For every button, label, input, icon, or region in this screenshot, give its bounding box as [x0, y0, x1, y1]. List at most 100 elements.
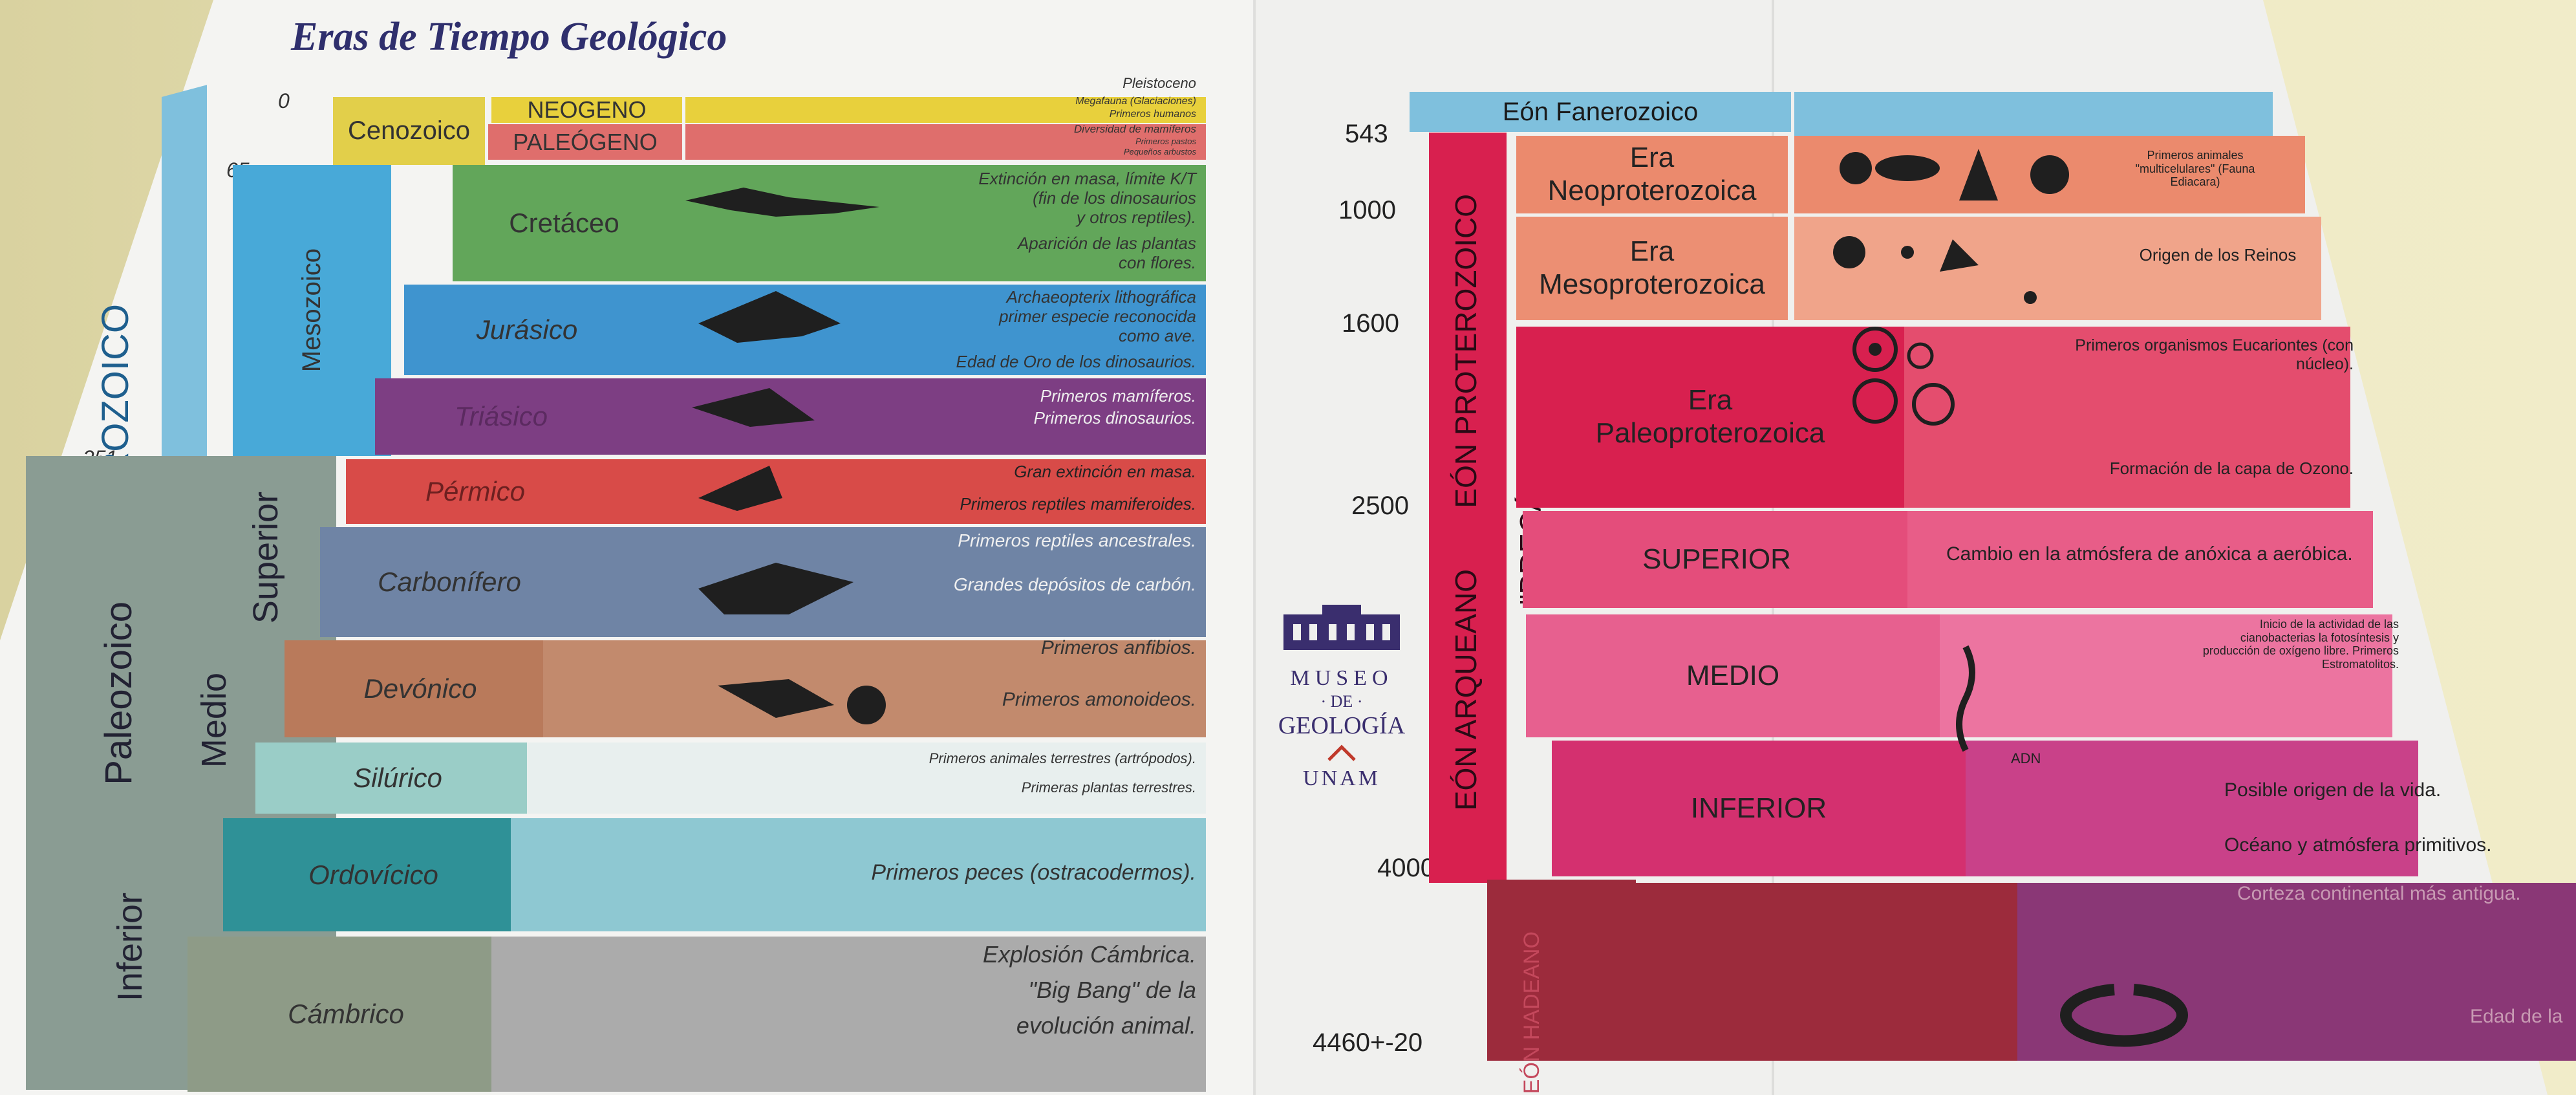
note-cambrico-1: Explosión Cámbrica.: [982, 941, 1196, 968]
notes-row-neogeno: [685, 97, 1206, 123]
period-ordovicico: Ordovícico: [223, 818, 524, 931]
period-silurico-label: Silúrico: [353, 763, 442, 793]
notes-row-paleogeno: [685, 124, 1206, 160]
era-arqueano-superior: SUPERIOR: [1523, 511, 1911, 608]
notes-row-triasico: [614, 378, 1206, 455]
era-arqueano-medio-label: MEDIO: [1686, 659, 1780, 691]
notes-row-mesoproterozoica: [1794, 217, 2321, 320]
era-paleozoico-label: Paleozoico: [98, 602, 140, 785]
note-triasico-2: Primeros dinosaurios.: [1033, 408, 1196, 428]
subdivision-superior: Superior: [246, 492, 285, 624]
note-pleistoceno: Pleistoceno: [1122, 75, 1196, 91]
note-cambrico-3: evolución animal.: [1016, 1012, 1196, 1039]
period-permico-label: Pérmico: [425, 476, 526, 506]
notes-row-cretaceo: [660, 165, 1206, 281]
right-scale-1600: 1600: [1342, 309, 1399, 338]
era-mesozoico: Mesozoico: [233, 165, 391, 456]
period-ordovicico-label: Ordovícico: [308, 859, 438, 890]
note-devonico-2: Primeros amonoideos.: [1002, 689, 1196, 710]
note-ordovicico-1: Primeros peces (ostracodermos).: [871, 860, 1196, 885]
note-paleoproterozoica-2: Formación de la capa de Ozono.: [2109, 459, 2354, 478]
note-cambrico-2: "Big Bang" de la: [1028, 977, 1196, 1003]
note-pastos: Primeros pastos: [1135, 136, 1196, 146]
scale-0: 0: [278, 89, 290, 113]
note-silurico-1: Primeros animales terrestres (artrópodos…: [928, 750, 1196, 766]
period-neogeno-label: NEOGENO: [527, 96, 647, 123]
note-mesoproterozoica: Origen de los Reinos: [2139, 245, 2297, 265]
era-mesozoico-label: Mesozoico: [297, 248, 326, 373]
era-arqueano-superior-label: SUPERIOR: [1642, 543, 1791, 575]
period-jurasico-label: Jurásico: [476, 314, 578, 345]
right-scale-543: 543: [1345, 120, 1388, 148]
period-triasico: Triásico: [375, 378, 627, 455]
note-paleoproterozoica-1: Primeros organismos Eucariontes (con núc…: [2075, 336, 2354, 373]
note-superior: Cambio en la atmósfera de anóxica a aeró…: [1946, 543, 2353, 565]
eon-proterozoico-arqueano-band: [1429, 133, 1507, 883]
period-cambrico: Cámbrico: [188, 937, 504, 1092]
poster-title: Eras de Tiempo Geológico: [291, 15, 727, 59]
poster-fold: [1253, 0, 1256, 1095]
note-cretaceo-5: con flores.: [1119, 253, 1196, 272]
era-arqueano-medio: MEDIO: [1526, 614, 1940, 737]
fanerozoico-strip: [1794, 92, 2273, 137]
right-scale-1000: 1000: [1338, 196, 1396, 224]
era-mesoproterozoica: Era Mesoproterozoica: [1516, 217, 1788, 320]
notes-row-permico: [592, 459, 1206, 524]
era-mesoproterozoica-label: Era Mesoproterozoica: [1539, 235, 1765, 300]
eon-proterozoico-label: EÓN PROTEROZOICO: [1449, 194, 1483, 508]
eon-hadeano-label: EÓN HADEANO: [1519, 931, 1544, 1094]
museum-line1: MUSEO: [1290, 666, 1393, 690]
period-carbonifero-label: Carbonífero: [378, 567, 521, 597]
eon-arqueano-label: EÓN ARQUEANO: [1449, 569, 1483, 811]
notes-row-medio: [1940, 614, 2392, 737]
period-triasico-label: Triásico: [455, 401, 548, 431]
notes-row-hadeano: [2017, 883, 2576, 1061]
note-triasico-1: Primeros mamíferos.: [1040, 386, 1196, 406]
notes-row-superior: [1907, 511, 2373, 608]
note-primeros-humanos: Primeros humanos: [1109, 109, 1196, 120]
note-cretaceo-3: y otros reptiles).: [1077, 208, 1196, 227]
notes-row-carbonifero: [566, 527, 1206, 637]
note-inferior-2: Océano y atmósfera primitivos.: [2224, 834, 2492, 856]
note-jurasico-4: Edad de Oro de los dinosaurios.: [956, 352, 1196, 371]
note-carbonifero-1: Primeros reptiles ancestrales.: [958, 530, 1196, 550]
era-cenozoico: Cenozoico: [333, 97, 485, 165]
note-cretaceo-2: (fin de los dinosaurios: [1033, 188, 1196, 208]
period-jurasico: Jurásico: [404, 285, 650, 375]
era-arqueano-inferior-label: INFERIOR: [1690, 792, 1827, 824]
period-devonico: Devónico: [284, 640, 556, 737]
notes-row-inferior: [1966, 741, 2418, 876]
eon-fanerozoico-header-label: Eón Fanerozoico: [1502, 97, 1699, 126]
notes-row-ordovicico: [511, 818, 1206, 931]
note-medio: Inicio de la actividad de las cianobacte…: [2202, 618, 2399, 671]
note-permico-2: Primeros reptiles mamiferoides.: [960, 494, 1196, 514]
period-paleogeno-label: PALEÓGENO: [513, 128, 658, 155]
period-devonico-label: Devónico: [363, 673, 477, 704]
note-hadeano-2: Edad de la: [2470, 1006, 2563, 1027]
note-carbonifero-2: Grandes depósitos de carbón.: [953, 574, 1196, 594]
right-scale-2500: 2500: [1351, 492, 1409, 520]
period-cretaceo-label: Cretáceo: [509, 208, 619, 238]
hammer-icon: [1326, 744, 1358, 763]
right-scale-4460: 4460+-20: [1313, 1028, 1423, 1057]
museum-line2: · DE ·: [1320, 692, 1363, 711]
notes-row-paleoproterozoica: [1904, 327, 2350, 508]
period-silurico: Silúrico: [255, 743, 540, 814]
period-permico: Pérmico: [346, 459, 605, 524]
museum-line3: GEOLOGÍA: [1278, 712, 1406, 739]
note-inferior-1: Posible origen de la vida.: [2224, 779, 2442, 801]
era-paleoproterozoica-label: Era Paleoproterozoica: [1595, 384, 1825, 449]
note-cretaceo-1: Extinción en masa, límite K/T: [978, 169, 1196, 188]
notes-row-cambrico: [491, 937, 1206, 1092]
note-silurico-2: Primeras plantas terrestres.: [1021, 779, 1196, 796]
notes-row-silurico: [527, 743, 1206, 814]
period-neogeno: NEOGENO: [491, 96, 682, 123]
note-neoproterozoica: Primeros animales "multicelulares" (Faun…: [2135, 149, 2255, 189]
note-jurasico-2: primer especie reconocida: [999, 307, 1196, 326]
note-jurasico-1: Archaeopterix lithográfica: [1006, 287, 1196, 307]
period-cretaceo: Cretáceo: [453, 165, 676, 281]
era-neoproterozoica: Era Neoproterozoica: [1516, 136, 1788, 213]
era-paleoproterozoica: Era Paleoproterozoica: [1516, 327, 1904, 508]
microfossil-silhouettes: [1833, 149, 2188, 1047]
era-neoproterozoica-label: Era Neoproterozoica: [1547, 142, 1757, 206]
